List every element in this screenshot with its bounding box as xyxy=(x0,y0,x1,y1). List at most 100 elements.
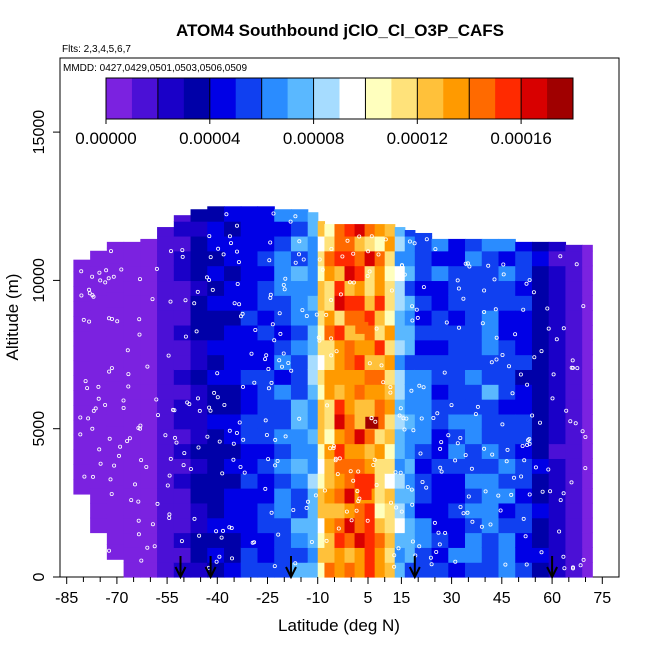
heat-cell xyxy=(324,547,336,563)
flight-samples xyxy=(78,211,588,571)
sample-point xyxy=(106,276,111,281)
heat-cell xyxy=(224,221,242,237)
heat-cell xyxy=(465,295,483,311)
heat-cell xyxy=(394,265,406,282)
heat-cell xyxy=(498,532,516,548)
sample-point xyxy=(442,370,447,375)
heat-cell xyxy=(404,310,416,326)
heat-cell xyxy=(354,458,366,474)
sample-point xyxy=(434,550,439,555)
heat-cell xyxy=(548,241,567,252)
heat-cell xyxy=(290,473,309,489)
heat-cell xyxy=(257,354,275,370)
heat-cell xyxy=(123,280,141,296)
sample-point xyxy=(329,336,334,341)
heat-cell xyxy=(481,384,500,400)
heat-cell xyxy=(290,488,309,504)
heat-cell xyxy=(207,265,225,282)
heat-cell xyxy=(465,238,483,252)
heat-cell xyxy=(140,443,158,459)
heat-cell xyxy=(157,443,175,459)
sample-point xyxy=(551,372,556,377)
heat-cell xyxy=(207,502,225,519)
heat-cell xyxy=(344,547,356,563)
sample-point xyxy=(490,452,495,457)
sample-point xyxy=(561,554,566,559)
heat-cell xyxy=(173,221,192,237)
heat-cell xyxy=(582,339,593,356)
heat-cell xyxy=(123,295,141,311)
sample-point xyxy=(231,441,236,446)
heat-cell xyxy=(404,265,416,282)
heat-cell xyxy=(240,250,259,267)
heat-cell xyxy=(173,295,192,311)
heat-cell xyxy=(384,280,396,296)
heat-cell xyxy=(106,351,125,368)
sample-point xyxy=(317,338,322,343)
sample-point xyxy=(393,470,398,475)
sample-point xyxy=(87,319,92,324)
heat-cell xyxy=(384,547,396,563)
heat-cell xyxy=(481,250,500,267)
heat-cell xyxy=(565,488,583,504)
sample-point xyxy=(329,297,334,302)
heat-cell xyxy=(565,265,583,282)
heat-cell xyxy=(448,399,466,415)
sample-point xyxy=(336,526,341,531)
sample-point xyxy=(494,357,499,362)
sample-point xyxy=(263,418,268,423)
heat-cell xyxy=(317,532,326,548)
sample-point xyxy=(486,263,491,268)
sample-point xyxy=(103,280,108,285)
sample-point xyxy=(283,276,288,281)
heat-cell xyxy=(465,413,483,430)
colorbar-swatch xyxy=(391,78,418,119)
heat-cell xyxy=(224,562,242,578)
y-tick-label: 5000 xyxy=(31,411,48,447)
marker-arrow-head xyxy=(408,566,421,580)
sample-point xyxy=(546,326,551,331)
heat-cell xyxy=(290,384,309,400)
x-tick-label: -55 xyxy=(156,590,179,607)
heat-cell xyxy=(414,354,433,370)
sample-point xyxy=(269,380,274,385)
sample-point xyxy=(78,415,83,420)
x-axis-title: Latitude (deg N) xyxy=(278,616,400,635)
heat-cell xyxy=(173,547,192,563)
heat-cell xyxy=(90,488,108,504)
x-tick-label: -25 xyxy=(256,590,279,607)
x-tick-label: 15 xyxy=(393,590,411,607)
sample-point xyxy=(494,335,499,340)
heat-cell xyxy=(73,301,91,317)
x-tick-label: 5 xyxy=(364,590,373,607)
heat-cell xyxy=(90,250,108,267)
sample-point xyxy=(545,306,550,311)
sample-point xyxy=(96,384,101,389)
heat-cell xyxy=(274,413,292,430)
heat-cell xyxy=(317,399,326,415)
heat-cell xyxy=(334,295,346,311)
heat-cell xyxy=(257,547,275,563)
heat-cell xyxy=(324,280,336,296)
heat-cell xyxy=(548,428,567,445)
heat-cell xyxy=(481,324,500,341)
heat-cell xyxy=(498,517,516,534)
heat-cell xyxy=(344,265,356,282)
sample-point xyxy=(532,355,537,360)
heat-cell xyxy=(374,428,386,445)
sample-point xyxy=(383,237,388,242)
heat-cell xyxy=(190,473,208,489)
sample-point xyxy=(548,489,553,494)
sample-point xyxy=(526,438,531,443)
sample-point xyxy=(530,413,535,418)
heat-cell xyxy=(290,458,309,474)
heat-cell xyxy=(515,250,533,267)
heat-cell xyxy=(240,280,259,296)
heat-cell xyxy=(224,547,242,563)
heat-cell xyxy=(140,458,158,474)
sample-point xyxy=(291,507,296,512)
heat-cell xyxy=(106,499,125,516)
sample-point xyxy=(419,416,424,421)
heat-cell xyxy=(257,562,275,578)
heat-cell xyxy=(224,502,242,519)
